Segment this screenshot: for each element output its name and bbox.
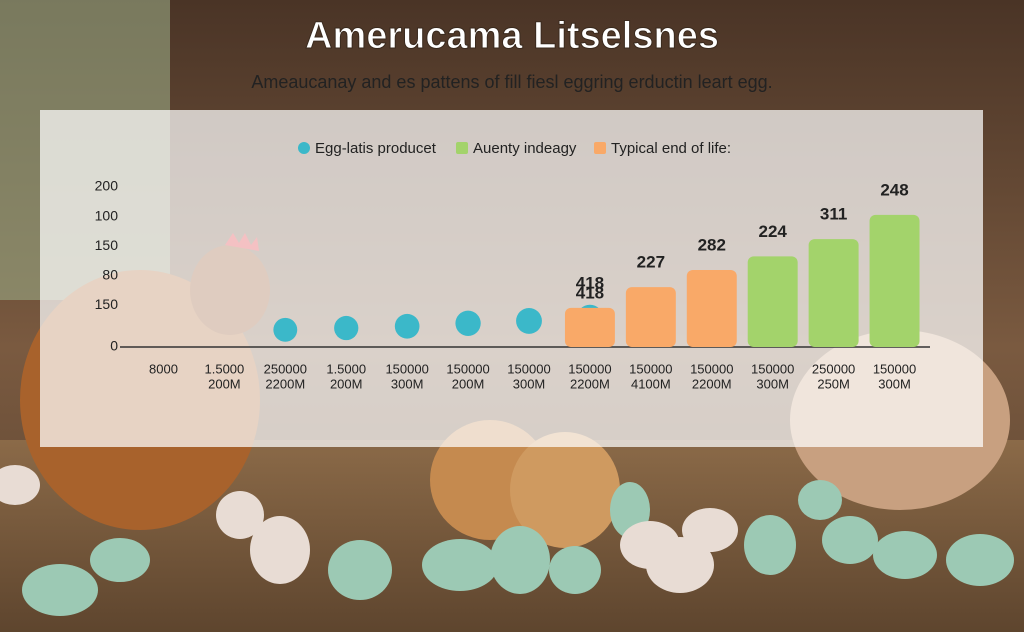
x-tick-label: 300M <box>756 376 789 391</box>
legend-swatch <box>298 142 310 154</box>
bar <box>686 269 737 347</box>
x-tick-label: 150000 <box>446 361 489 376</box>
y-tick-label: 80 <box>102 267 118 283</box>
x-tick-label: 250M <box>817 376 850 391</box>
dot <box>455 310 481 336</box>
x-tick-label: 250000 <box>812 361 855 376</box>
legend-label: Typical end of life: <box>611 140 731 157</box>
x-tick-label: 8000 <box>149 361 178 376</box>
x-tick-label: 150000 <box>507 361 550 376</box>
dot <box>516 307 542 334</box>
x-tick-label: 150000 <box>873 361 916 376</box>
bar <box>808 239 859 347</box>
x-tick-label: 2200M <box>692 376 732 391</box>
data-label: 227 <box>637 253 665 272</box>
chart-title: Amerucama Litselsnes <box>305 15 719 57</box>
x-tick-label: 200M <box>452 376 485 391</box>
y-tick-label: 150 <box>95 296 119 312</box>
dot <box>273 317 298 342</box>
x-tick-label: 4100M <box>631 376 671 391</box>
data-label: 224 <box>759 222 788 241</box>
x-tick-label: 150000 <box>629 361 672 376</box>
bar <box>747 256 798 347</box>
data-label: 418 <box>576 283 604 302</box>
y-tick-label: 0 <box>110 338 118 354</box>
legend-label: Egg-latis producet <box>315 140 437 157</box>
legend-label: Auenty indeagy <box>473 140 577 157</box>
data-label: 418 <box>576 273 604 292</box>
data-label: 311 <box>820 205 847 224</box>
x-tick-label: 2200M <box>570 376 610 391</box>
x-tick-label: 150000 <box>751 361 794 376</box>
chart-subtitle: Ameaucanay and es pattens of fill fiesl … <box>251 72 772 92</box>
legend-swatch <box>594 142 606 154</box>
data-label: 248 <box>880 180 908 199</box>
x-tick-label: 1.5000 <box>205 361 245 376</box>
x-tick-label: 200M <box>208 376 241 391</box>
y-tick-label: 150 <box>95 237 119 253</box>
x-tick-label: 300M <box>878 376 911 391</box>
dot <box>334 315 359 341</box>
x-tick-label: 150000 <box>568 361 611 376</box>
x-tick-label: 250000 <box>264 361 307 376</box>
bar <box>564 307 615 347</box>
dot <box>394 313 420 339</box>
bar <box>625 287 676 347</box>
legend-swatch <box>456 142 468 154</box>
data-label: 282 <box>698 235 726 254</box>
x-tick-label: 200M <box>330 376 363 391</box>
x-tick-label: 150000 <box>690 361 733 376</box>
y-tick-label: 100 <box>95 207 119 223</box>
bar <box>869 214 920 347</box>
y-tick-label: 200 <box>95 178 119 194</box>
x-tick-label: 300M <box>391 376 424 391</box>
x-tick-label: 1.5000 <box>326 361 366 376</box>
x-tick-label: 150000 <box>385 361 428 376</box>
x-tick-label: 2200M <box>265 376 305 391</box>
x-tick-label: 300M <box>513 376 546 391</box>
